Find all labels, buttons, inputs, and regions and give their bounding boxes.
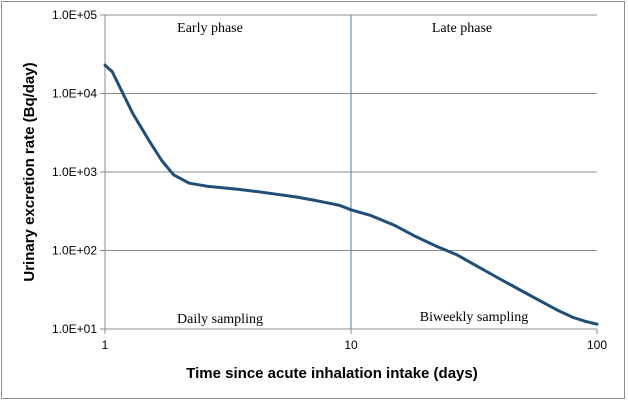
data-point (584, 320, 587, 323)
tick-layer: 1.0E+01 1.0E+02 1.0E+03 1.0E+04 1.0E+05 1 10 10… (52, 8, 607, 352)
y-tick-label: 1.0E+01 (52, 322, 97, 336)
y-axis-title: Urinary excretion rate (Bq/day) (21, 62, 38, 281)
x-tick-label: 100 (587, 338, 607, 352)
y-tick-label: 1.0E+05 (52, 8, 97, 22)
annotation-biweekly-sampling: Biweekly sampling (420, 310, 529, 325)
annotation-early-phase: Early phase (177, 21, 243, 36)
data-point (295, 195, 298, 199)
data-point (111, 70, 114, 73)
data-point (221, 186, 224, 189)
data-point (237, 188, 241, 191)
data-point (131, 112, 135, 116)
data-point (205, 184, 209, 188)
data-point (521, 290, 525, 293)
y-tick-label: 1.0E+02 (52, 244, 97, 258)
data-point (172, 173, 175, 177)
data-point (369, 214, 372, 217)
annotation-late-phase: Late phase (432, 21, 492, 36)
data-point (412, 234, 415, 237)
data-point (275, 193, 279, 196)
annotation-daily-sampling: Daily sampling (177, 312, 263, 327)
data-point (311, 198, 315, 202)
data-point (541, 300, 544, 304)
data-point (557, 309, 561, 313)
data-point (118, 86, 122, 89)
data-point (103, 63, 107, 67)
data-point (571, 316, 575, 319)
x-axis-title: Time since acute inhalation intake (days… (186, 365, 477, 382)
y-tick-label: 1.0E+03 (52, 165, 97, 179)
data-point (434, 244, 437, 247)
data-point (393, 224, 396, 227)
data-point (349, 208, 353, 211)
points-layer (103, 63, 599, 326)
data-point (497, 277, 501, 280)
data-point (147, 138, 150, 141)
data-point (257, 190, 260, 193)
data-point (455, 253, 459, 257)
data-point (188, 181, 191, 185)
data-point (338, 204, 341, 207)
y-tick-label: 1.0E+04 (52, 87, 97, 101)
data-point (595, 323, 599, 326)
x-tick-label: 1 (102, 338, 109, 352)
data-point (325, 201, 329, 205)
x-tick-label: 10 (344, 338, 358, 352)
data-point (474, 263, 477, 267)
data-point (160, 159, 163, 162)
